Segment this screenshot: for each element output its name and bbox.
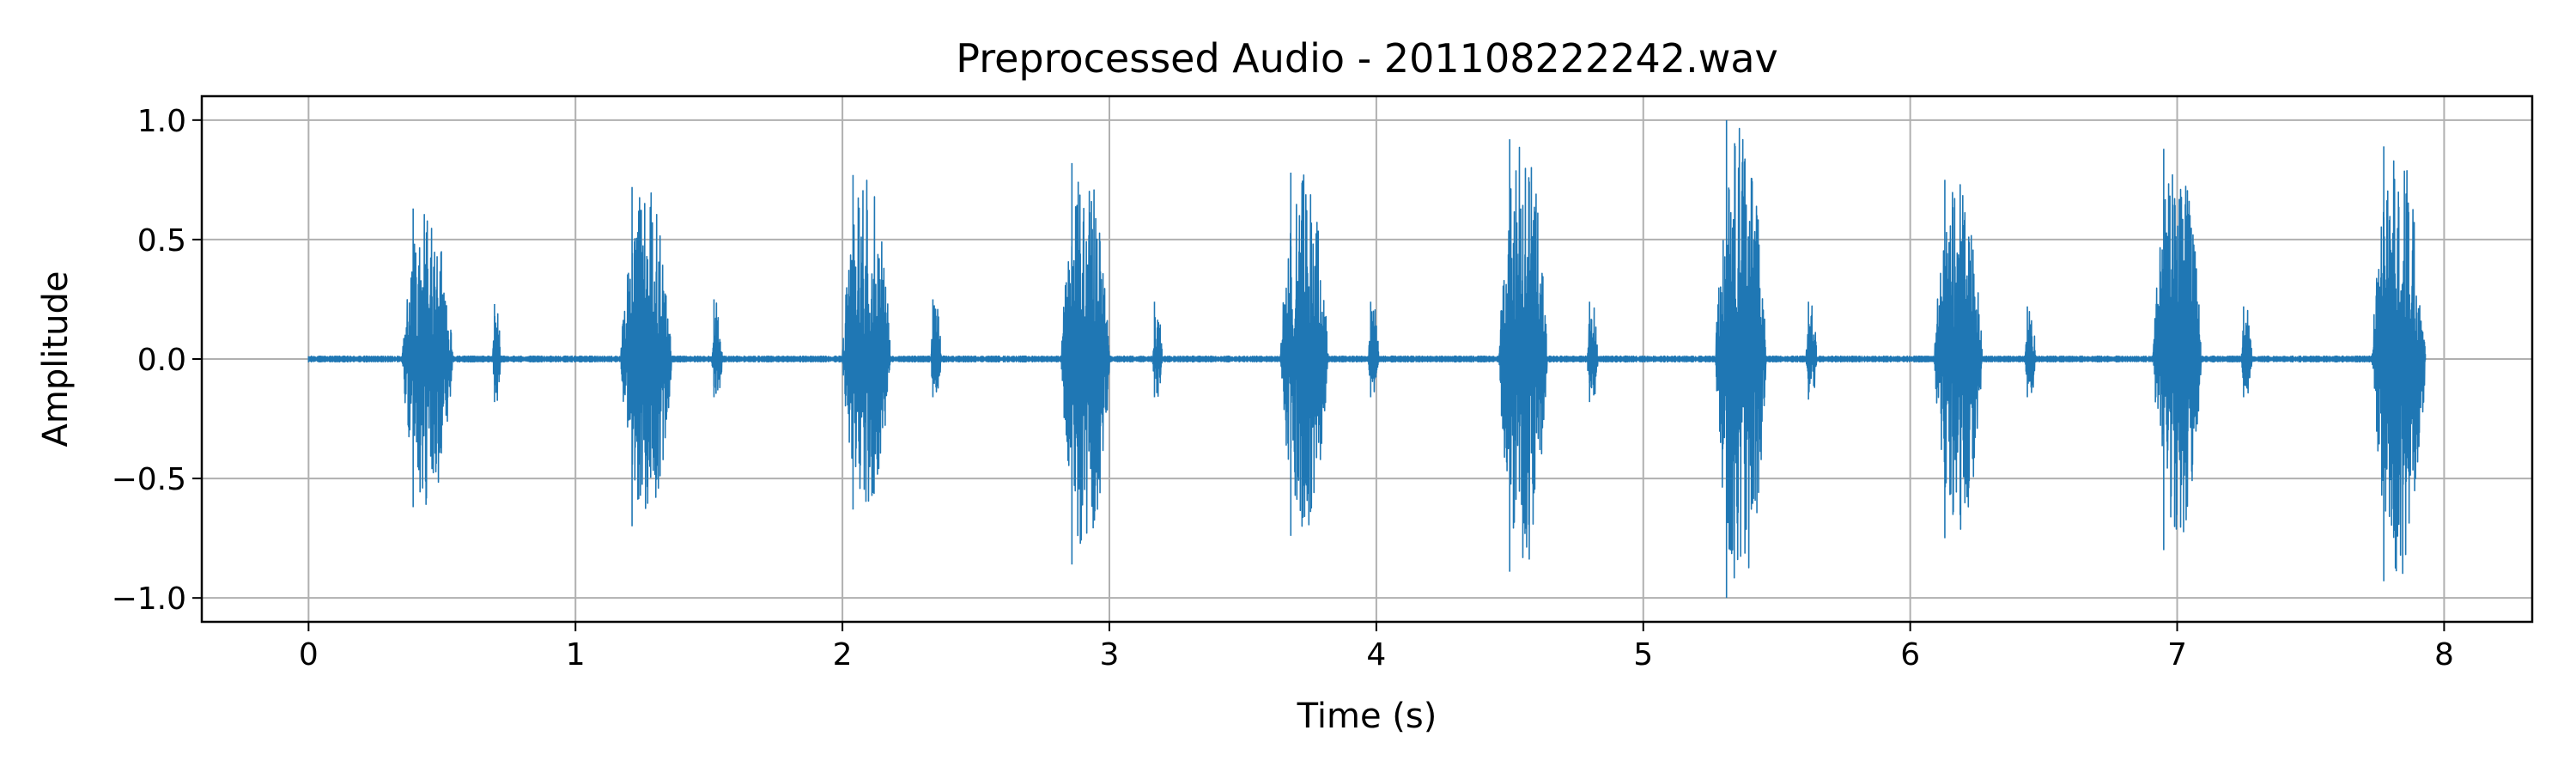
waveform-line — [307, 119, 2427, 599]
x-tick-label: 1 — [566, 637, 586, 673]
y-tick-label: 0.5 — [137, 223, 186, 259]
x-tick-label: 0 — [299, 637, 319, 673]
x-tick-label: 5 — [1633, 637, 1653, 673]
x-tick-label: 3 — [1100, 637, 1120, 673]
x-axis-label: Time (s) — [1297, 697, 1437, 736]
y-tick-label: −0.5 — [112, 462, 186, 497]
x-tick-label: 7 — [2167, 637, 2187, 673]
waveform-series — [307, 119, 2427, 599]
y-axis-label: Amplitude — [36, 271, 76, 447]
x-tick-label: 2 — [833, 637, 853, 673]
axis-ticks: 0 1 2 3 4 5 6 7 8 1.0 0.5 0.0 −0.5 −1.0 — [112, 104, 2454, 673]
x-tick-label: 4 — [1366, 637, 1386, 673]
y-tick-label: 0.0 — [137, 343, 186, 378]
x-tick-label: 6 — [1900, 637, 1920, 673]
x-tick-label: 8 — [2434, 637, 2454, 673]
grid-lines — [202, 96, 2532, 622]
y-tick-label: 1.0 — [137, 104, 186, 139]
y-tick-label: −1.0 — [112, 581, 186, 617]
chart-title: Preprocessed Audio - 201108222242.wav — [956, 35, 1777, 82]
